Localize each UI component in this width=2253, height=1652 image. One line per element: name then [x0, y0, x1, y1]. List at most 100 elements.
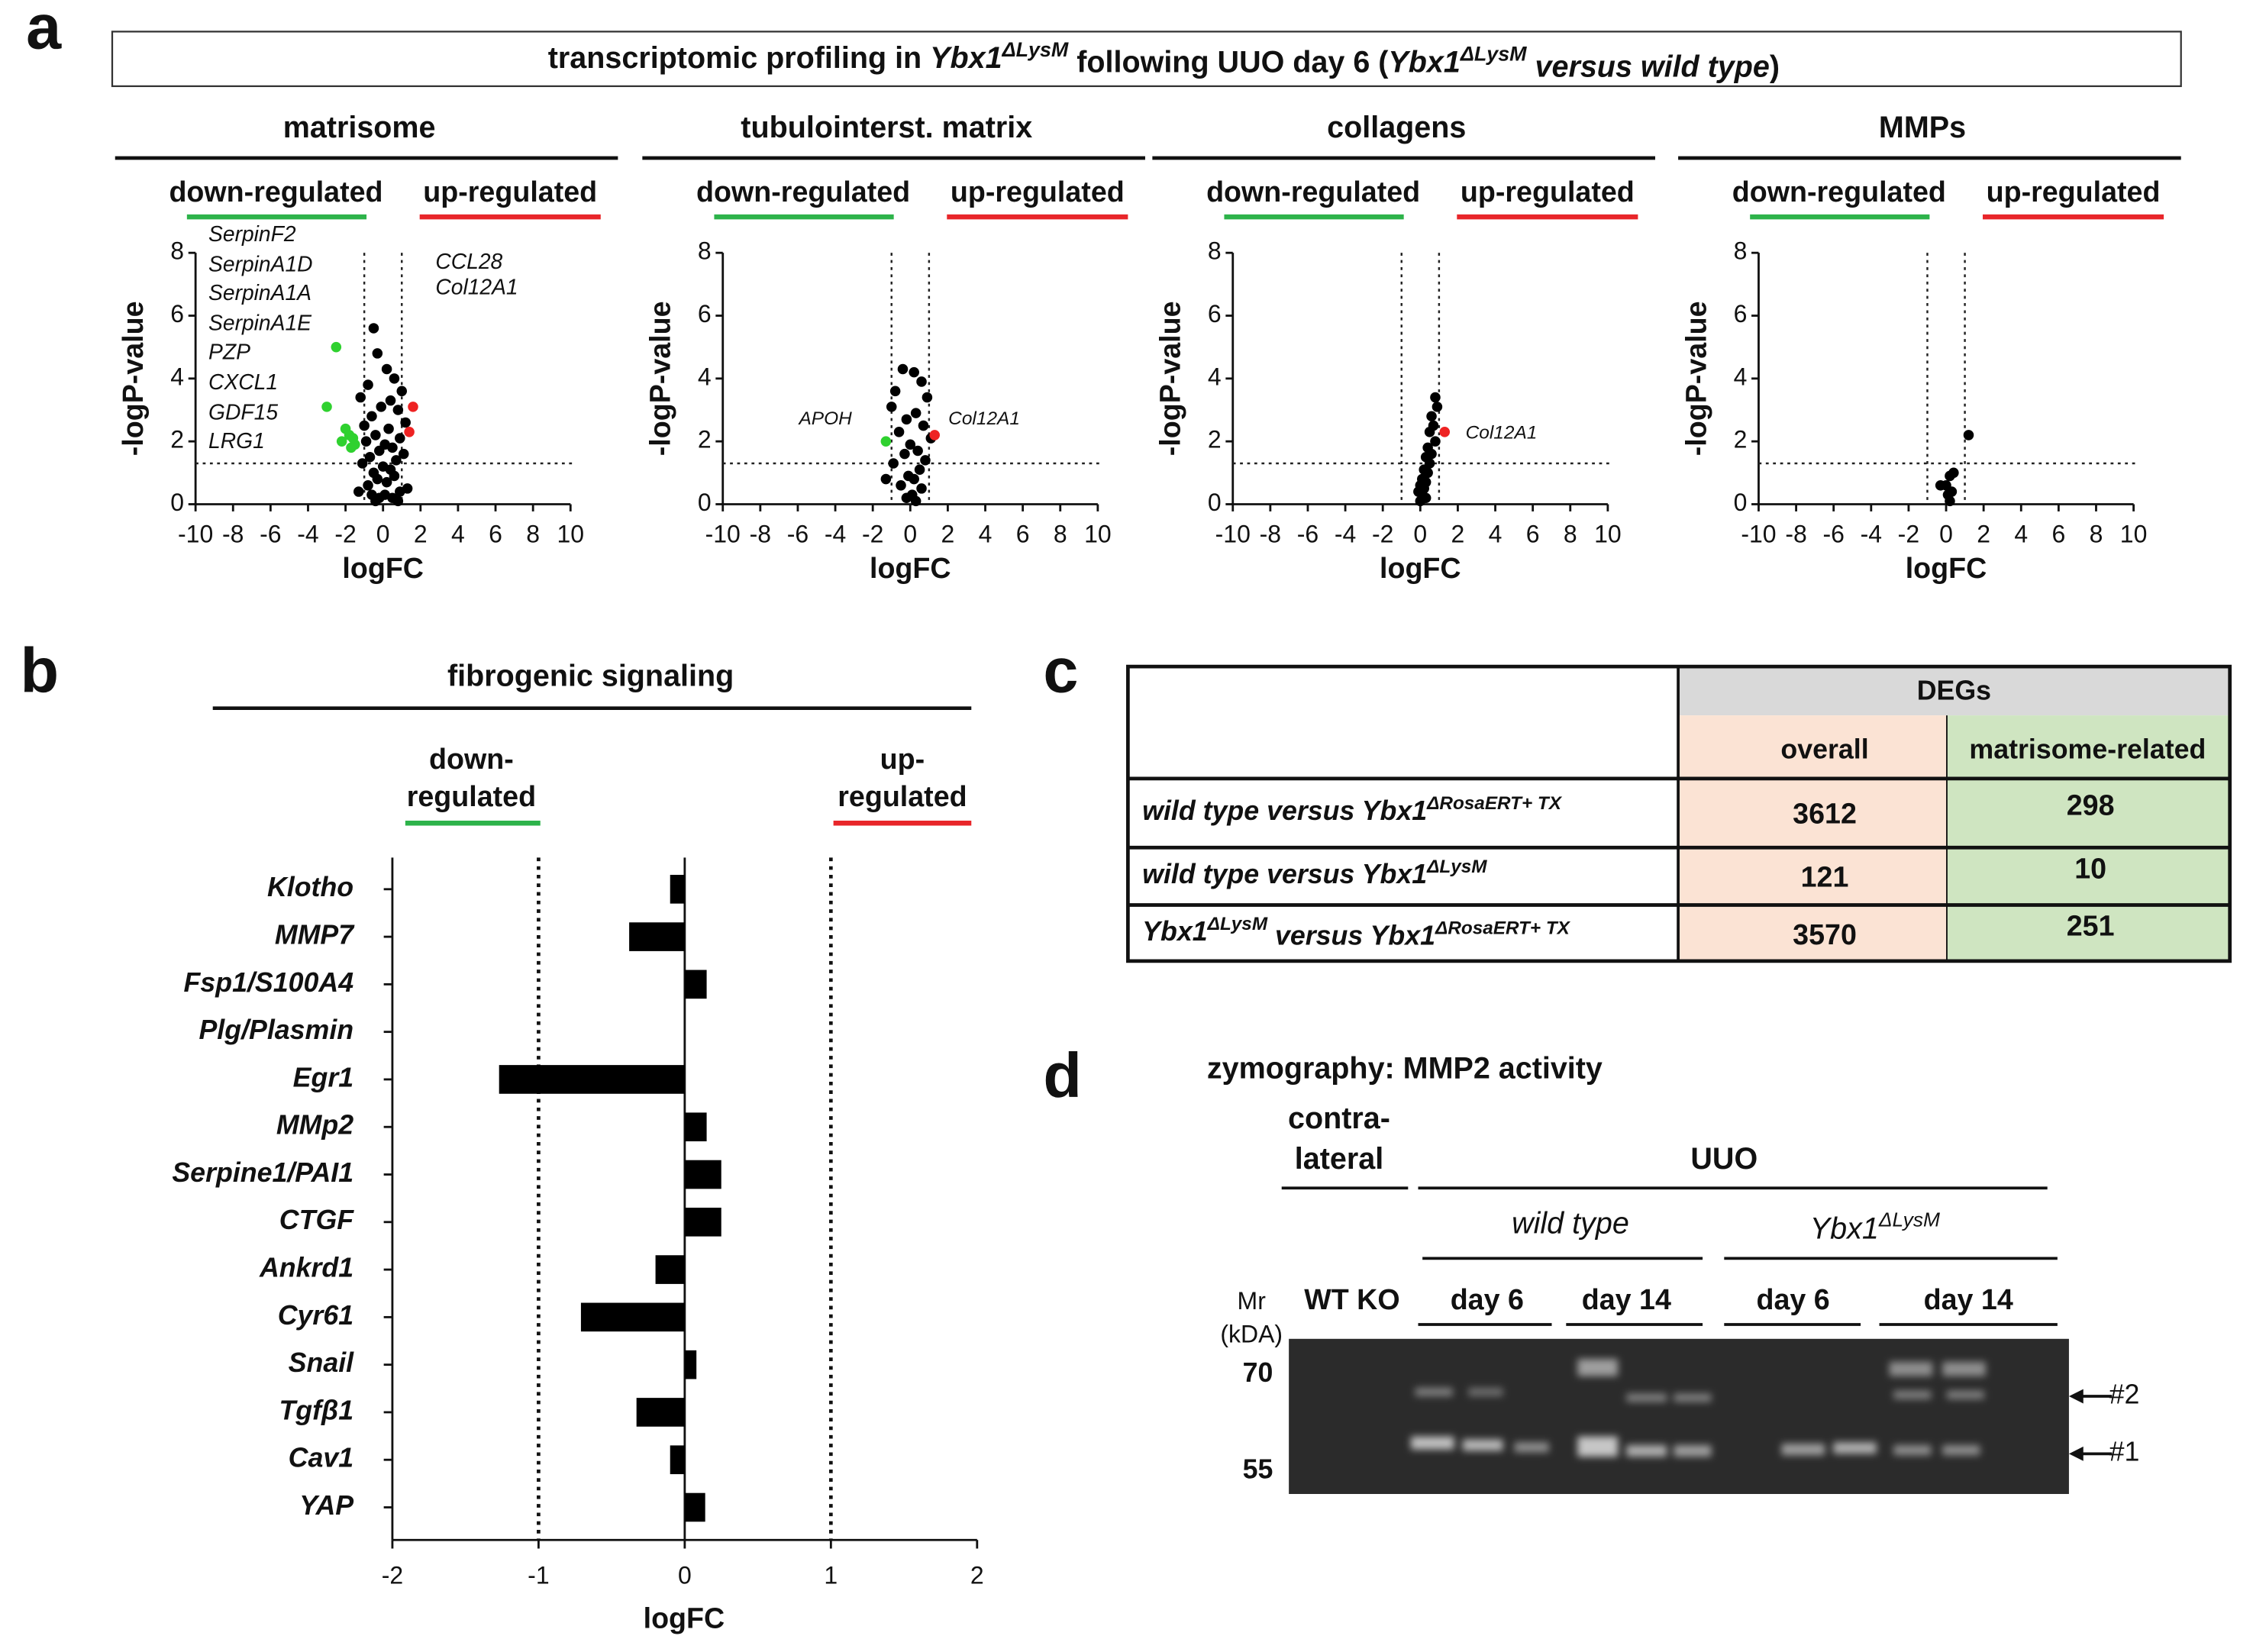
point: [336, 436, 347, 447]
panel-label: d: [1043, 1040, 1082, 1111]
y-tick-label: Snail: [289, 1347, 354, 1378]
y-tick-label: 8: [698, 237, 712, 265]
point: [1424, 427, 1435, 437]
x-tick-label: 2: [970, 1562, 984, 1589]
point: [880, 436, 892, 447]
point: [910, 408, 922, 418]
point: [359, 420, 370, 431]
bar: [629, 922, 685, 951]
bar: [670, 874, 685, 904]
y-tick-label: YAP: [299, 1490, 353, 1521]
text-sup: ΔLysM: [1002, 38, 1069, 61]
y-tick-label: 0: [1734, 489, 1748, 516]
x-tick-label: -4: [1861, 520, 1882, 547]
point: [888, 458, 899, 469]
x-tick-label: 4: [979, 520, 993, 547]
x-tick-label: -6: [1297, 520, 1319, 547]
marker-label: 55: [1243, 1454, 1273, 1484]
x-tick-label: -6: [787, 520, 809, 547]
x-tick-label: 6: [489, 520, 502, 547]
group-label: UUO: [1690, 1142, 1758, 1176]
text-part: ): [1770, 50, 1780, 84]
x-tick-label: -10: [178, 520, 213, 547]
x-tick-label: 4: [1489, 520, 1503, 547]
point: [1432, 402, 1443, 412]
arrow-head: [2068, 1389, 2084, 1404]
point: [368, 323, 379, 334]
x-tick-label: -1: [528, 1562, 549, 1589]
x-tick-label: 10: [2120, 520, 2148, 547]
band-label: #1: [2109, 1437, 2140, 1467]
y-tick-label: 0: [170, 489, 184, 516]
gene-label: Col12A1: [1466, 423, 1538, 444]
x-tick-label: 2: [1977, 520, 1990, 547]
y-tick-label: Cyr61: [278, 1300, 353, 1331]
x-tick-label: 1: [824, 1562, 838, 1589]
point: [353, 486, 364, 497]
x-tick-label: 8: [1054, 520, 1067, 547]
side-label: regulated: [407, 780, 536, 812]
panel-label: b: [21, 634, 60, 705]
y-tick-label: MMP7: [275, 920, 355, 950]
x-tick-label: 0: [1413, 520, 1427, 547]
point: [381, 476, 392, 488]
x-tick-label: 4: [2014, 520, 2028, 547]
y-tick-label: 6: [1208, 300, 1222, 327]
gene-label: Col12A1: [435, 275, 518, 299]
x-tick-label: 0: [1939, 520, 1953, 547]
x-tick-label: -2: [1372, 520, 1393, 547]
text-part: following UUO day 6 (: [1068, 46, 1389, 79]
text-part: transcriptomic profiling in: [548, 41, 930, 75]
y-tick-label: 2: [698, 426, 712, 453]
side-label: up-regulated: [423, 176, 597, 208]
y-tick-label: 4: [1208, 363, 1222, 390]
point: [1439, 427, 1451, 437]
group-label: contra-: [1288, 1102, 1390, 1135]
x-tick-label: -4: [297, 520, 318, 547]
text-part: versus Ybx1: [1267, 921, 1435, 951]
y-tick-label: 8: [1208, 237, 1222, 265]
y-tick-label: 2: [170, 426, 184, 453]
point: [1963, 430, 1974, 440]
y-tick-label: Egr1: [293, 1062, 353, 1092]
point: [1430, 436, 1441, 447]
x-tick-label: 4: [451, 520, 465, 547]
mr-label: (kDA): [1220, 1320, 1283, 1347]
point: [916, 376, 927, 387]
bar: [684, 1492, 705, 1522]
x-tick-label: -8: [222, 520, 244, 547]
text-part: Ybx1: [1142, 917, 1207, 947]
panel-label: a: [26, 0, 62, 62]
cell-value: 121: [1801, 861, 1849, 893]
point: [1935, 480, 1946, 491]
y-tick-label: Tgfβ1: [279, 1395, 353, 1425]
y-tick-label: Fsp1/S100A4: [184, 967, 354, 998]
point: [899, 448, 910, 460]
x-axis-label: logFC: [644, 1602, 725, 1634]
point: [381, 363, 392, 375]
x-tick-label: -4: [1335, 520, 1356, 547]
point: [391, 455, 402, 466]
bar: [670, 1445, 685, 1475]
text-part: Ybx1: [1388, 46, 1460, 79]
point: [1945, 495, 1955, 507]
side-label: up-regulated: [951, 176, 1125, 208]
point: [366, 411, 377, 422]
chart-title: tubulointerst. matrix: [741, 111, 1032, 144]
lane-label: day 14: [1582, 1283, 1671, 1315]
point: [1945, 470, 1955, 482]
point: [897, 363, 909, 375]
point: [376, 402, 387, 412]
x-tick-label: 10: [557, 520, 584, 547]
bar: [684, 1112, 707, 1142]
chart-title: collagens: [1327, 111, 1466, 144]
text-sup: ΔLysM: [1426, 857, 1487, 877]
point: [901, 492, 912, 504]
point: [918, 420, 929, 431]
y-tick-label: 8: [170, 237, 184, 265]
point: [916, 483, 927, 494]
point: [372, 348, 383, 359]
point: [929, 430, 940, 440]
group-label: Ybx1ΔLysM: [1810, 1208, 1940, 1246]
point: [355, 392, 366, 403]
